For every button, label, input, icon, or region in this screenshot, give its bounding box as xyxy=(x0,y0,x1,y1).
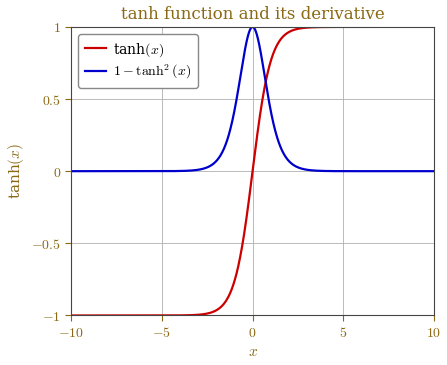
$1 - \tanh^2(x)$ xyxy=(131,169,137,173)
Y-axis label: tanh$(x)$: tanh$(x)$ xyxy=(5,143,25,199)
tanh$(x)$ xyxy=(385,25,390,29)
Line: tanh$(x)$: tanh$(x)$ xyxy=(72,27,434,315)
Title: tanh function and its derivative: tanh function and its derivative xyxy=(121,5,384,23)
$1 - \tanh^2(x)$ xyxy=(424,169,430,173)
$1 - \tanh^2(x)$ xyxy=(69,169,74,173)
Line: $1 - \tanh^2(x)$: $1 - \tanh^2(x)$ xyxy=(72,27,434,171)
tanh$(x)$ xyxy=(110,313,115,318)
$1 - \tanh^2(x)$ xyxy=(208,164,213,168)
tanh$(x)$ xyxy=(208,311,213,315)
$1 - \tanh^2(x)$ xyxy=(385,169,390,173)
tanh$(x)$ xyxy=(69,313,74,318)
$1 - \tanh^2(x)$ xyxy=(431,169,436,173)
tanh$(x)$ xyxy=(131,313,137,318)
$1 - \tanh^2(x)$ xyxy=(224,141,229,146)
tanh$(x)$ xyxy=(224,299,229,303)
Legend: tanh$(x)$, $1 - \tanh^2(x)$: tanh$(x)$, $1 - \tanh^2(x)$ xyxy=(78,34,198,88)
$1 - \tanh^2(x)$ xyxy=(250,25,255,29)
tanh$(x)$ xyxy=(431,25,436,29)
$1 - \tanh^2(x)$ xyxy=(110,169,115,173)
tanh$(x)$ xyxy=(424,25,430,29)
X-axis label: $x$: $x$ xyxy=(248,345,257,360)
